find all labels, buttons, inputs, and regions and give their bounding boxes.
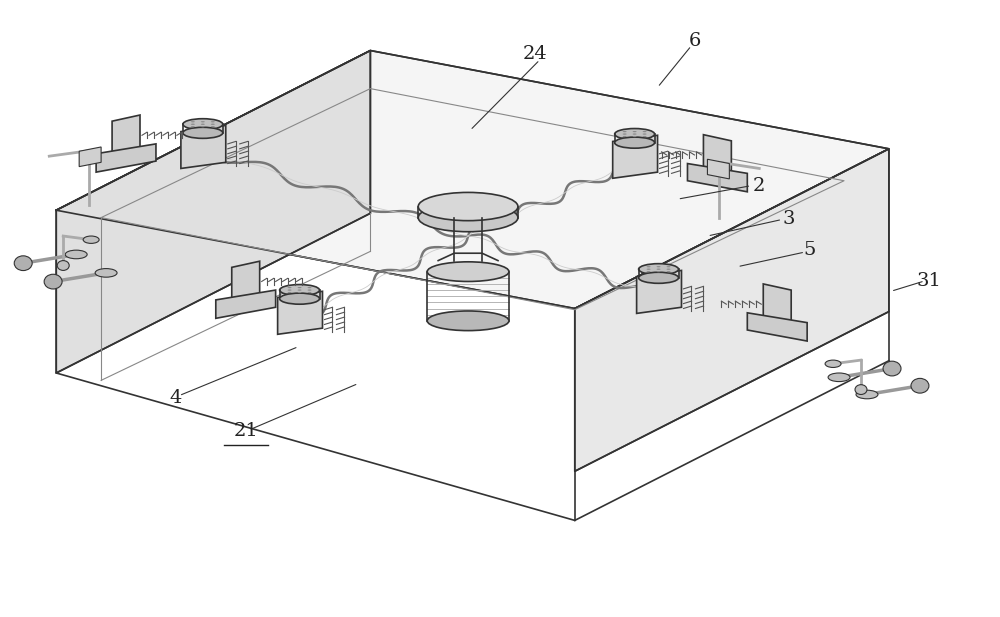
Ellipse shape: [183, 118, 223, 130]
Ellipse shape: [856, 390, 878, 399]
Ellipse shape: [633, 131, 637, 132]
Ellipse shape: [639, 272, 679, 283]
Ellipse shape: [201, 123, 205, 125]
Ellipse shape: [418, 193, 518, 221]
Ellipse shape: [201, 121, 205, 122]
Ellipse shape: [643, 133, 647, 135]
Ellipse shape: [647, 268, 651, 270]
Ellipse shape: [615, 128, 655, 139]
Ellipse shape: [288, 289, 292, 291]
Ellipse shape: [211, 126, 215, 127]
Ellipse shape: [615, 137, 655, 148]
Ellipse shape: [427, 262, 509, 281]
Ellipse shape: [633, 133, 637, 135]
Text: 5: 5: [803, 241, 815, 259]
Ellipse shape: [667, 271, 671, 272]
Ellipse shape: [14, 256, 32, 271]
Polygon shape: [112, 115, 140, 158]
Polygon shape: [181, 125, 226, 168]
Ellipse shape: [643, 136, 647, 137]
Polygon shape: [763, 284, 791, 327]
Ellipse shape: [883, 361, 901, 376]
Ellipse shape: [201, 126, 205, 127]
Ellipse shape: [191, 126, 195, 127]
Text: 2: 2: [753, 176, 765, 194]
Polygon shape: [56, 51, 889, 308]
Ellipse shape: [211, 123, 215, 125]
Polygon shape: [575, 149, 889, 471]
Polygon shape: [232, 261, 260, 304]
Ellipse shape: [647, 266, 651, 267]
Polygon shape: [278, 291, 322, 334]
Ellipse shape: [288, 287, 292, 288]
Ellipse shape: [667, 266, 671, 267]
Ellipse shape: [657, 268, 661, 270]
Ellipse shape: [288, 292, 292, 293]
Polygon shape: [687, 164, 747, 192]
Text: 3: 3: [783, 210, 795, 228]
Ellipse shape: [643, 131, 647, 132]
Ellipse shape: [667, 268, 671, 270]
Ellipse shape: [280, 293, 320, 304]
Text: 4: 4: [170, 389, 182, 407]
Ellipse shape: [280, 284, 320, 296]
Ellipse shape: [83, 236, 99, 243]
Ellipse shape: [65, 250, 87, 259]
Ellipse shape: [211, 121, 215, 122]
Ellipse shape: [298, 287, 302, 288]
Polygon shape: [703, 135, 731, 178]
Text: 24: 24: [523, 44, 547, 62]
Ellipse shape: [308, 292, 312, 293]
Ellipse shape: [183, 127, 223, 138]
Ellipse shape: [418, 204, 518, 232]
Ellipse shape: [191, 121, 195, 122]
Ellipse shape: [623, 131, 627, 132]
Text: 6: 6: [688, 32, 701, 51]
Ellipse shape: [308, 289, 312, 291]
Polygon shape: [637, 270, 681, 313]
Polygon shape: [79, 147, 101, 167]
Ellipse shape: [657, 271, 661, 272]
Ellipse shape: [657, 266, 661, 267]
Ellipse shape: [647, 271, 651, 272]
Ellipse shape: [855, 384, 867, 394]
Polygon shape: [747, 313, 807, 341]
Text: 21: 21: [233, 423, 258, 441]
Polygon shape: [613, 135, 658, 178]
Polygon shape: [707, 159, 729, 179]
Ellipse shape: [191, 123, 195, 125]
Polygon shape: [56, 51, 370, 373]
Ellipse shape: [825, 360, 841, 368]
Ellipse shape: [308, 287, 312, 288]
Text: 31: 31: [916, 272, 941, 290]
Ellipse shape: [57, 260, 69, 270]
Ellipse shape: [828, 373, 850, 381]
Ellipse shape: [911, 378, 929, 393]
Ellipse shape: [44, 274, 62, 289]
Ellipse shape: [298, 289, 302, 291]
Ellipse shape: [298, 292, 302, 293]
Ellipse shape: [95, 268, 117, 277]
Ellipse shape: [623, 136, 627, 137]
Polygon shape: [216, 290, 276, 318]
Ellipse shape: [633, 136, 637, 137]
Ellipse shape: [639, 263, 679, 275]
Ellipse shape: [623, 133, 627, 135]
Ellipse shape: [427, 311, 509, 331]
Polygon shape: [96, 144, 156, 172]
